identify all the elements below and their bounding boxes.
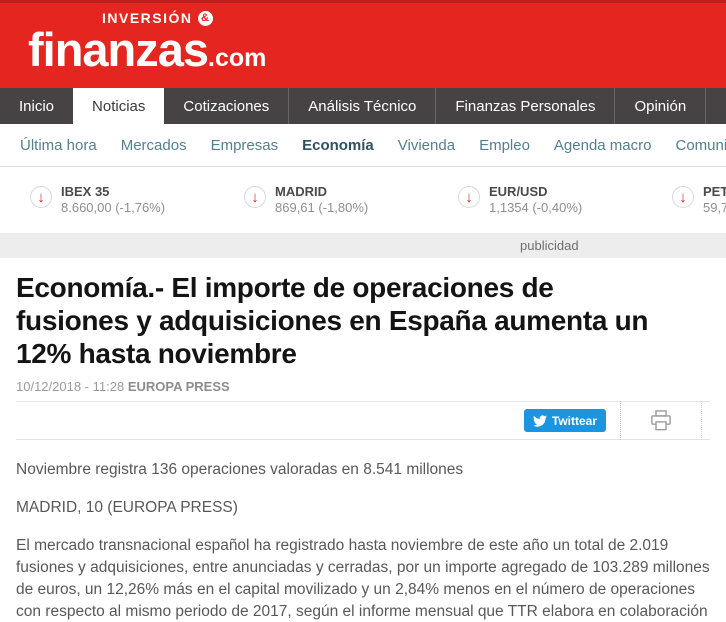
nav-item-opinion[interactable]: Opinión — [615, 88, 707, 124]
ticker-name: MADRID — [275, 184, 327, 199]
printer-icon — [651, 410, 671, 431]
article-date: 10/12/2018 - 11:28 — [16, 379, 125, 394]
ticker-value: 59,70 (- — [703, 200, 726, 215]
article: Economía.- El importe de operaciones de … — [0, 271, 726, 622]
share-divider — [620, 401, 621, 440]
nav-item-finanzas-personales[interactable]: Finanzas Personales — [436, 88, 616, 124]
subnav-item-empresas[interactable]: Empresas — [210, 136, 279, 154]
nav-item-cotizaciones[interactable]: Cotizaciones — [164, 88, 290, 124]
ticker-value: 8.660,00 (-1,76%) — [61, 200, 166, 215]
nav-item-noticias[interactable]: Noticias — [73, 88, 165, 124]
article-dateline: 10/12/2018 - 11:28 EUROPA PRESS — [16, 379, 710, 394]
site-logo[interactable]: INVERSIÓN & finanzas.com — [28, 10, 266, 73]
nav-item-inicio[interactable]: Inicio — [19, 97, 55, 115]
article-paragraph: El mercado transnacional español ha regi… — [16, 537, 710, 620]
logo-wordmark: finanzas.com — [28, 26, 266, 73]
subnav-item-vivienda[interactable]: Vivienda — [397, 136, 456, 154]
ticker-item-eurusd[interactable]: ↓ EUR/USD 1,1354 (-0,40%) — [458, 184, 672, 216]
brand-banner: INVERSIÓN & finanzas.com — [0, 0, 726, 88]
print-button[interactable] — [621, 410, 701, 431]
ticker-name: EUR/USD — [489, 184, 548, 199]
ticker-name: PETRÓLEO — [703, 184, 726, 199]
logo-name: finanzas — [28, 23, 209, 76]
ampersand-badge-icon: & — [197, 10, 213, 26]
tweet-button[interactable]: Twittear — [523, 409, 606, 432]
ad-label: publicidad — [520, 238, 579, 253]
down-arrow-icon: ↓ — [244, 186, 266, 208]
ticker-value: 869,61 (-1,80%) — [275, 200, 369, 215]
logo-tagline: INVERSIÓN — [102, 10, 193, 26]
ticker-value: 1,1354 (-0,40%) — [489, 200, 583, 215]
article-title: Economía.- El importe de operaciones de … — [16, 272, 649, 369]
article-lede: Noviembre registra 136 operaciones valor… — [16, 461, 464, 478]
down-arrow-icon: ↓ — [30, 186, 52, 208]
share-divider-end — [701, 401, 702, 440]
market-ticker: ↓ IBEX 35 8.660,00 (-1,76%) ↓ MADRID 869… — [0, 166, 726, 233]
ticker-item-ibex35[interactable]: ↓ IBEX 35 8.660,00 (-1,76%) — [30, 184, 244, 216]
ticker-name: IBEX 35 — [61, 184, 110, 199]
subnav-item-ultima-hora[interactable]: Última hora — [20, 136, 97, 154]
article-source: EUROPA PRESS — [127, 379, 230, 394]
ticker-item-madrid[interactable]: ↓ MADRID 869,61 (-1,80%) — [244, 184, 458, 216]
down-arrow-icon: ↓ — [458, 186, 480, 208]
ad-strip: publicidad — [0, 233, 726, 258]
logo-tld: .com — [208, 44, 267, 72]
subnav-item-empleo[interactable]: Empleo — [479, 136, 530, 154]
down-arrow-icon: ↓ — [672, 186, 694, 208]
subnav-item-economia[interactable]: Economía — [302, 136, 374, 154]
article-byline-city: MADRID, 10 (EUROPA PRESS) — [16, 499, 238, 516]
subnav-item-agenda-macro[interactable]: Agenda macro — [553, 136, 652, 154]
share-toolbar: Twittear — [16, 401, 710, 440]
ticker-item-petroleo[interactable]: ↓ PETRÓLEO 59,70 (- — [672, 184, 726, 216]
tweet-button-label: Twittear — [551, 413, 597, 428]
twitter-bird-icon — [532, 414, 547, 427]
subnav-item-mercados[interactable]: Mercados — [120, 136, 187, 154]
nav-item-analisis-tecnico[interactable]: Análisis Técnico — [289, 88, 437, 124]
article-body: Noviembre registra 136 operaciones valor… — [16, 459, 710, 622]
main-nav: Inicio Noticias Cotizaciones Análisis Té… — [0, 88, 726, 124]
subnav-item-comunicados[interactable]: Comunicados — [675, 136, 726, 154]
sub-nav: Última hora Mercados Empresas Economía V… — [0, 124, 726, 166]
